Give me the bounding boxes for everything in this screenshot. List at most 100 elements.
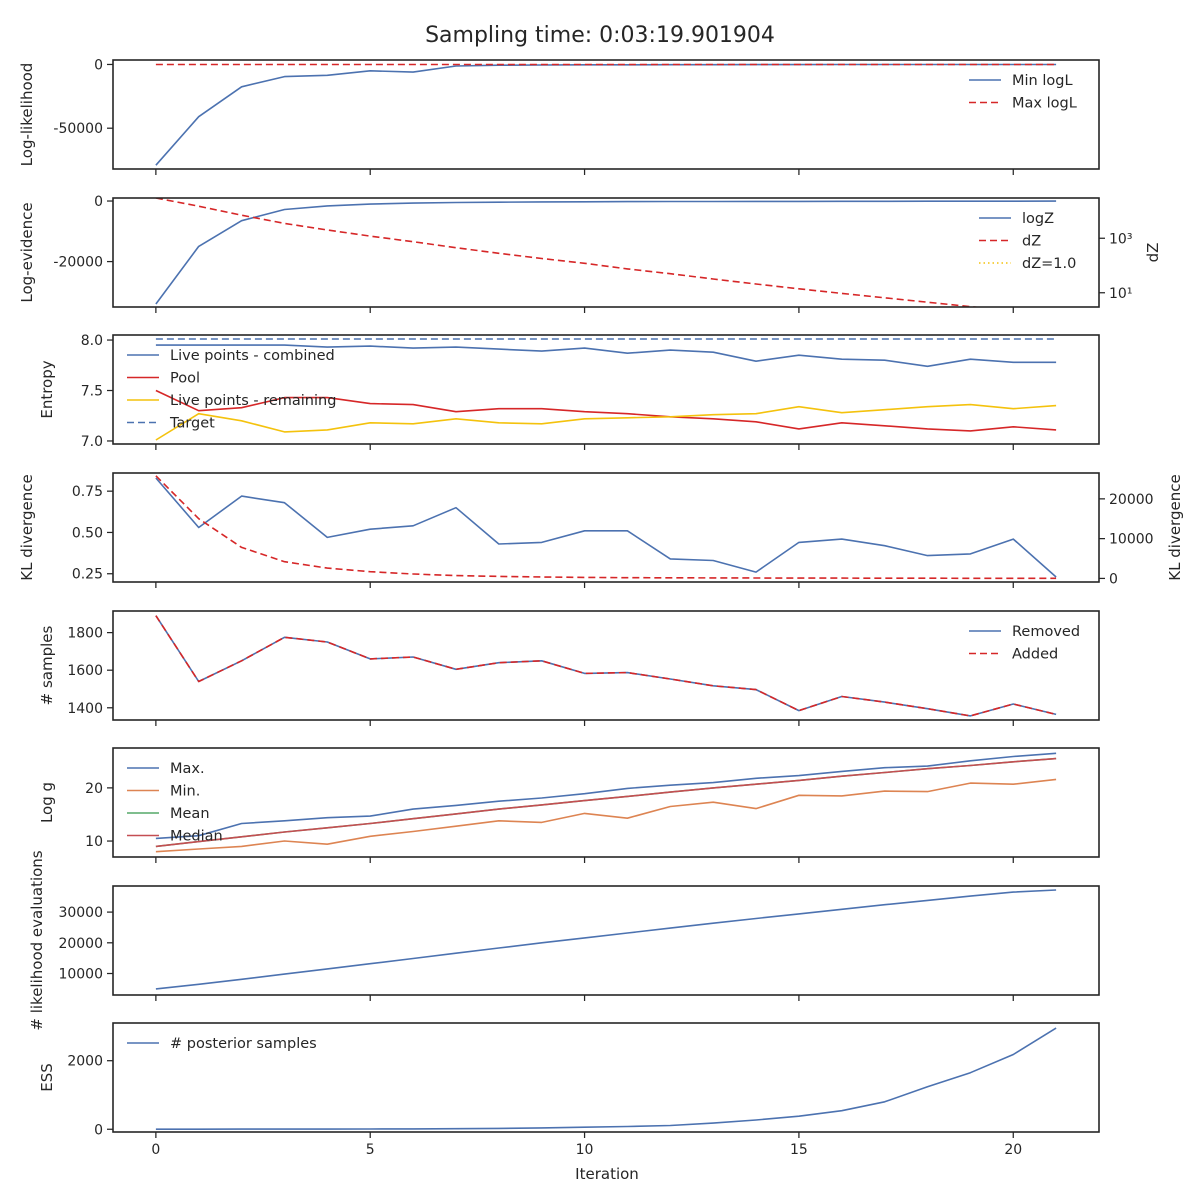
legend-label: Target (169, 416, 215, 432)
legend-label: Max logL (1012, 96, 1077, 112)
right-y-tick-label: 10³ (1109, 231, 1132, 247)
panel-1-plot-area (155, 63, 1057, 166)
y-tick-label: 30000 (58, 905, 103, 921)
y-axis-label: ESS (38, 1063, 56, 1092)
legend-label: Live points - remaining (170, 393, 336, 409)
series-line-live-points-remaining (155, 403, 1057, 441)
legend-label: Removed (1012, 624, 1080, 640)
right-y-tick-label: 20000 (1109, 492, 1154, 508)
y-tick-label: 8.0 (81, 333, 103, 349)
y-tick-label: 0.50 (72, 525, 103, 541)
legend-label: # posterior samples (170, 1036, 317, 1052)
series-line-pool (155, 389, 1057, 432)
series-line-logz (155, 200, 1057, 305)
y-tick-label: 20000 (58, 936, 103, 952)
legend-panel-6: Max. Min. Mean Median (127, 761, 223, 845)
y-axis-label: KL divergence (18, 474, 36, 580)
panel-5: 1800 1600 1400 # samples Removed Added (38, 610, 1100, 726)
y-tick-label: 0.25 (72, 567, 103, 583)
y-tick-label: 7.5 (81, 384, 103, 400)
panel-6: 20 10 Log g Max. Min. Mean Median (38, 747, 1100, 863)
series-line-added (155, 615, 1057, 717)
legend-label: dZ=1.0 (1022, 256, 1076, 272)
y-tick-label: 10 (85, 834, 103, 850)
y-tick-label: 2000 (67, 1054, 103, 1070)
panel-4-plot-area (155, 475, 1057, 580)
panel-3: 8.0 7.5 7.0 Entropy Live points - combined Po… (38, 333, 1100, 450)
series-line-median (155, 757, 1057, 848)
y-tick-label: 20 (85, 781, 103, 797)
legend-label: Max. (170, 761, 205, 777)
legend-panel-1: Min logL Max logL (969, 73, 1077, 112)
panel-6-frame (112, 747, 1100, 858)
legend-label: Median (170, 829, 223, 845)
legend-label: Pool (170, 371, 200, 387)
series-line-min-logl (155, 63, 1057, 166)
series-line-panel4-0 (155, 477, 1057, 578)
right-y-tick-label: 10¹ (1109, 286, 1132, 302)
legend-label: Mean (170, 806, 210, 822)
y-tick-label: 1800 (67, 626, 103, 642)
panel-7-frame (112, 885, 1100, 996)
panel-8-plot-area (155, 1027, 1057, 1130)
legend-label: Min logL (1012, 73, 1073, 89)
x-tick-label: 0 (151, 1142, 160, 1158)
legend-panel-5: Removed Added (969, 624, 1080, 663)
x-tick-label: 5 (366, 1142, 375, 1158)
series-line-min- (155, 778, 1057, 853)
panel-2-frame (112, 197, 1100, 308)
panel-4: 0.75 0.50 0.25 20000 10000 0 KL divergence KL d… (18, 472, 1184, 588)
panel-4-frame (112, 472, 1100, 583)
series-line-dz (155, 198, 982, 307)
y-tick-label: 10000 (58, 967, 103, 983)
right-y-axis-label: dZ (1144, 243, 1162, 263)
y-tick-label: 1400 (67, 701, 103, 717)
series-line-removed (155, 615, 1057, 717)
x-tick-label: 20 (1004, 1142, 1022, 1158)
series-line--posterior-samples (155, 1027, 1057, 1130)
y-axis-label: Log-evidence (18, 202, 36, 302)
figure-title: Sampling time: 0:03:19.901904 (425, 23, 775, 48)
panel-3-frame (112, 334, 1100, 445)
legend-label: logZ (1022, 211, 1054, 227)
legend-panel-8: # posterior samples (127, 1036, 317, 1052)
panel-2: 0 -20000 10³ 10¹ Log-evidence dZ logZ dZ dZ=1.0 (18, 194, 1162, 313)
series-line-live-points-combined (155, 344, 1057, 368)
legend-panel-3: Live points - combined Pool Live points - … (127, 348, 336, 432)
panel-1: 0 -50000 Log-likelihood Min logL Max logL (18, 57, 1100, 175)
y-axis-label: Log-likelihood (18, 63, 36, 167)
y-tick-label: 0 (94, 194, 103, 210)
y-tick-label: 1600 (67, 663, 103, 679)
legend-label: Min. (170, 784, 200, 800)
y-tick-label: 0 (94, 1122, 103, 1138)
right-y-tick-label: 0 (1109, 571, 1118, 587)
panel-5-plot-area (155, 615, 1057, 717)
panel-1-frame (112, 59, 1100, 170)
panel-2-plot-area (155, 198, 1057, 307)
series-line-max- (155, 752, 1057, 840)
legend-label: Added (1012, 647, 1058, 663)
y-axis-label: # likelihood evaluations (28, 850, 46, 1030)
x-tick-label: 15 (790, 1142, 808, 1158)
right-y-tick-label: 10000 (1109, 532, 1154, 548)
series-line-panel4-1 (155, 475, 1057, 580)
panel-8-frame (112, 1022, 1100, 1133)
y-axis-label: Log g (38, 782, 56, 823)
y-tick-label: 0.75 (72, 484, 103, 500)
y-tick-label: -20000 (53, 255, 103, 271)
panel-6-plot-area (155, 752, 1057, 853)
panel-3-plot-area (155, 338, 1057, 441)
legend-label: dZ (1022, 234, 1041, 250)
y-axis-label: Entropy (38, 360, 56, 418)
panel-7: 30000 20000 10000 # likelihood evaluations (28, 850, 1100, 1031)
panel-5-frame (112, 610, 1100, 721)
series-line-mean (155, 757, 1057, 848)
panel-8: 0 5 10 15 20 2000 0 ESS # posterior samples (38, 1022, 1100, 1158)
x-axis-label: Iteration (575, 1165, 639, 1183)
y-tick-label: -50000 (53, 121, 103, 137)
y-tick-label: 0 (94, 57, 103, 73)
panel-7-plot-area (155, 889, 1057, 990)
series-line-panel7-0 (155, 889, 1057, 990)
legend-label: Live points - combined (170, 348, 335, 364)
